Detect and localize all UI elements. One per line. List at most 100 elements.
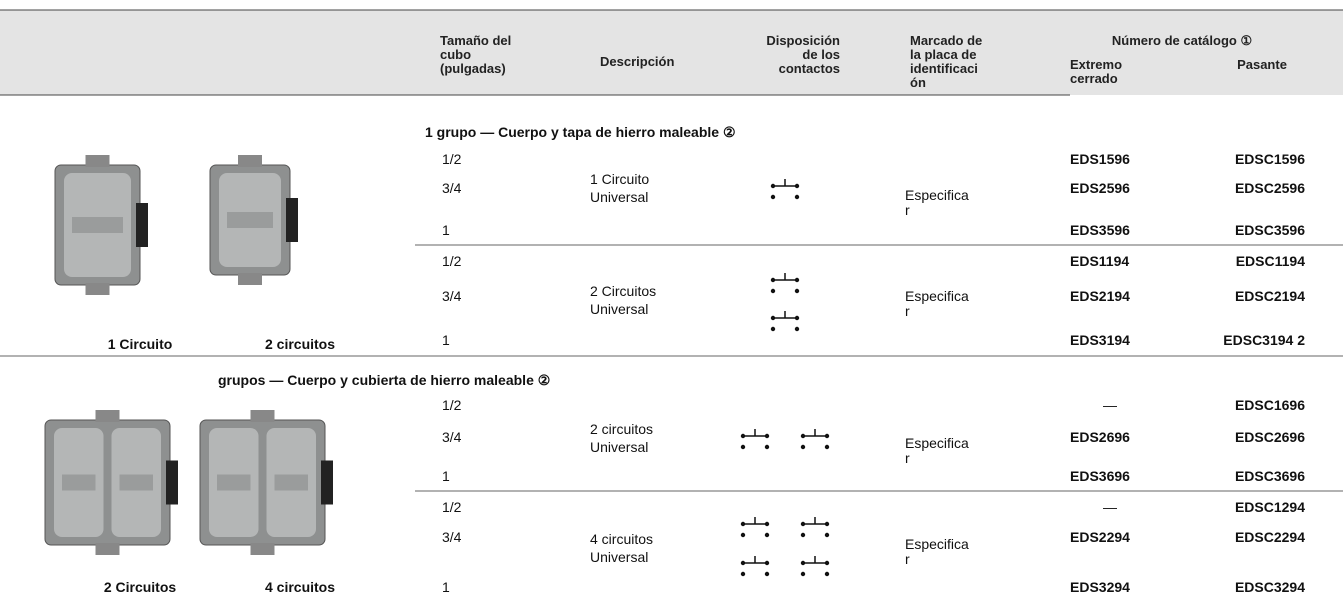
shape xyxy=(770,194,776,200)
shape xyxy=(72,217,123,233)
shape xyxy=(800,532,806,538)
text: 1 xyxy=(442,579,450,595)
text: EDSC1294 xyxy=(1234,499,1305,515)
text: 1 xyxy=(442,468,450,484)
text: contactos xyxy=(778,61,840,76)
text: 3/4 xyxy=(442,180,462,196)
text: EDSC3596 xyxy=(1234,222,1305,238)
shape xyxy=(238,273,262,285)
text: EDS2596 xyxy=(1070,180,1130,196)
text: EDSC2194 xyxy=(1234,288,1305,304)
shape xyxy=(166,460,178,505)
text: 1 Circuito xyxy=(590,171,650,187)
text: EDS2294 xyxy=(1070,529,1130,545)
text: EDS3294 xyxy=(1070,579,1130,595)
text: 1 xyxy=(442,222,450,238)
text: r xyxy=(905,303,910,319)
text: ón xyxy=(910,75,926,90)
shape xyxy=(824,571,830,577)
shape xyxy=(321,460,333,505)
shape xyxy=(95,410,120,422)
text: 2 Circuitos xyxy=(103,579,177,595)
shape xyxy=(740,521,746,527)
shape xyxy=(274,474,308,491)
text: EDS3596 xyxy=(1070,222,1130,238)
text: Pasante xyxy=(1237,57,1287,72)
shape xyxy=(238,155,262,167)
text: Tamaño del xyxy=(440,33,512,48)
text: 4 circuitos xyxy=(264,579,336,595)
text: Especifica xyxy=(905,187,969,203)
text: Universal xyxy=(590,189,649,205)
text: Extremo xyxy=(1070,57,1123,72)
shape xyxy=(764,433,770,439)
text: EDS3194 xyxy=(1070,332,1130,348)
shape xyxy=(794,326,800,332)
shape xyxy=(794,277,800,283)
text: Descripción xyxy=(600,54,675,69)
shape xyxy=(794,183,800,189)
shape xyxy=(794,288,800,294)
text: r xyxy=(905,450,910,466)
shape xyxy=(217,474,251,491)
text: EDSC1596 xyxy=(1234,151,1305,167)
shape xyxy=(740,560,746,566)
shape xyxy=(800,560,806,566)
text: EDS1194 xyxy=(1070,253,1130,269)
shape xyxy=(740,532,746,538)
text: 1 xyxy=(442,332,450,348)
text: cerrado xyxy=(1070,71,1118,86)
text: EDSC1696 xyxy=(1234,397,1305,413)
text: 1 Circuito xyxy=(107,336,173,352)
text: 3/4 xyxy=(442,288,462,304)
text: cubo xyxy=(440,47,472,62)
text: EDS2696 xyxy=(1070,429,1130,445)
text: 1 grupo — Cuerpo y tapa de hierro maleab… xyxy=(425,124,736,140)
text: Marcado de xyxy=(910,33,983,48)
shape xyxy=(85,155,110,167)
text: EDSC1194 xyxy=(1235,253,1305,269)
text: Especifica xyxy=(905,536,969,552)
text: r xyxy=(905,202,910,218)
text: 1/2 xyxy=(442,397,462,413)
shape xyxy=(764,532,770,538)
shape xyxy=(136,203,148,247)
shape xyxy=(85,283,110,295)
text: EDSC2596 xyxy=(1234,180,1305,196)
text: EDSC2294 xyxy=(1234,529,1305,545)
text: EDS3696 xyxy=(1070,468,1130,484)
shape xyxy=(770,288,776,294)
text: 4 circuitos xyxy=(590,531,654,547)
text: Especifica xyxy=(905,435,969,451)
text: — xyxy=(1103,499,1117,515)
shape xyxy=(764,521,770,527)
text: EDS2194 xyxy=(1070,288,1130,304)
shape xyxy=(824,521,830,527)
shape xyxy=(770,183,776,189)
text: 2 Circuitos xyxy=(590,283,657,299)
shape xyxy=(824,444,830,450)
shape xyxy=(764,571,770,577)
shape xyxy=(764,560,770,566)
shape xyxy=(800,433,806,439)
text: 1/2 xyxy=(442,151,462,167)
shape xyxy=(770,315,776,321)
text: Número de catálogo ① xyxy=(1111,33,1253,48)
shape xyxy=(800,571,806,577)
shape xyxy=(740,433,746,439)
text: r xyxy=(905,551,910,567)
shape xyxy=(794,194,800,200)
text: de los xyxy=(802,47,840,62)
text: EDSC3696 xyxy=(1234,468,1305,484)
shape xyxy=(824,433,830,439)
shape xyxy=(770,277,776,283)
shape xyxy=(770,326,776,332)
shape xyxy=(250,410,275,422)
text: identificaci xyxy=(910,61,978,76)
text: (pulgadas) xyxy=(440,61,506,76)
text: Especifica xyxy=(905,288,969,304)
shape xyxy=(227,212,273,228)
text: EDS1596 xyxy=(1070,151,1130,167)
shape xyxy=(95,543,120,555)
text: Universal xyxy=(590,549,649,565)
